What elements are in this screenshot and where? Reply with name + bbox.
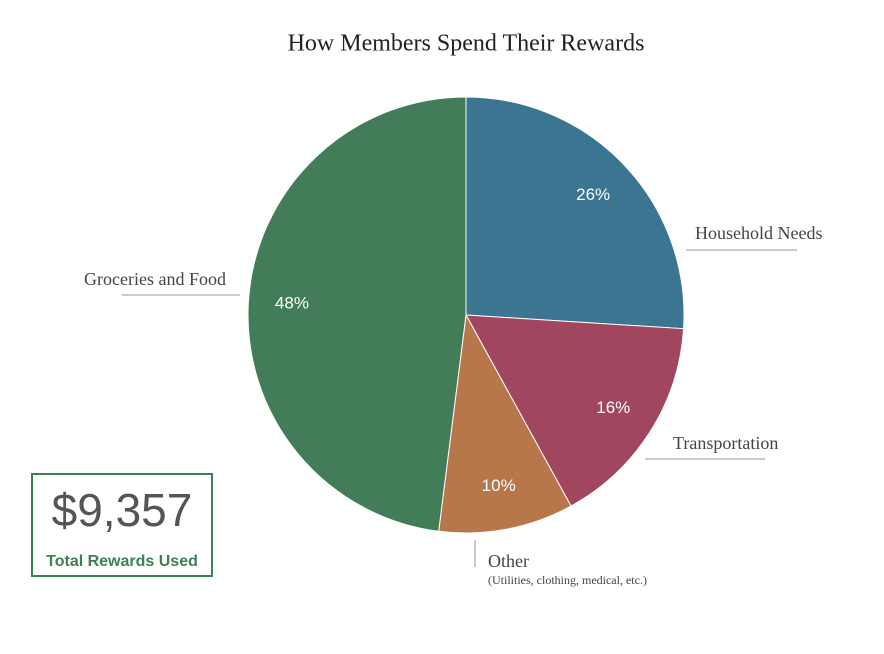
slice-value-label: 26% — [576, 185, 610, 204]
slice-value-label: 16% — [596, 398, 630, 417]
other-note: (Utilities, clothing, medical, etc.) — [488, 573, 647, 587]
total-caption: Total Rewards Used — [46, 553, 198, 570]
slice-category-label: Other — [488, 551, 529, 571]
pie-slice — [247, 96, 467, 532]
slice-category-label: Groceries and Food — [84, 269, 226, 289]
slice-category-label: Transportation — [673, 433, 778, 453]
chart-title: How Members Spend Their Rewards — [288, 31, 645, 57]
pie-slice — [438, 313, 572, 534]
pie-slice — [465, 96, 685, 330]
slice-value-label: 48% — [275, 294, 309, 313]
slice-category-label: Household Needs — [695, 223, 822, 243]
pie-slice — [465, 314, 685, 507]
summary-box — [31, 473, 213, 577]
total-value: $9,357 — [52, 484, 193, 536]
slice-value-label: 10% — [482, 476, 516, 495]
